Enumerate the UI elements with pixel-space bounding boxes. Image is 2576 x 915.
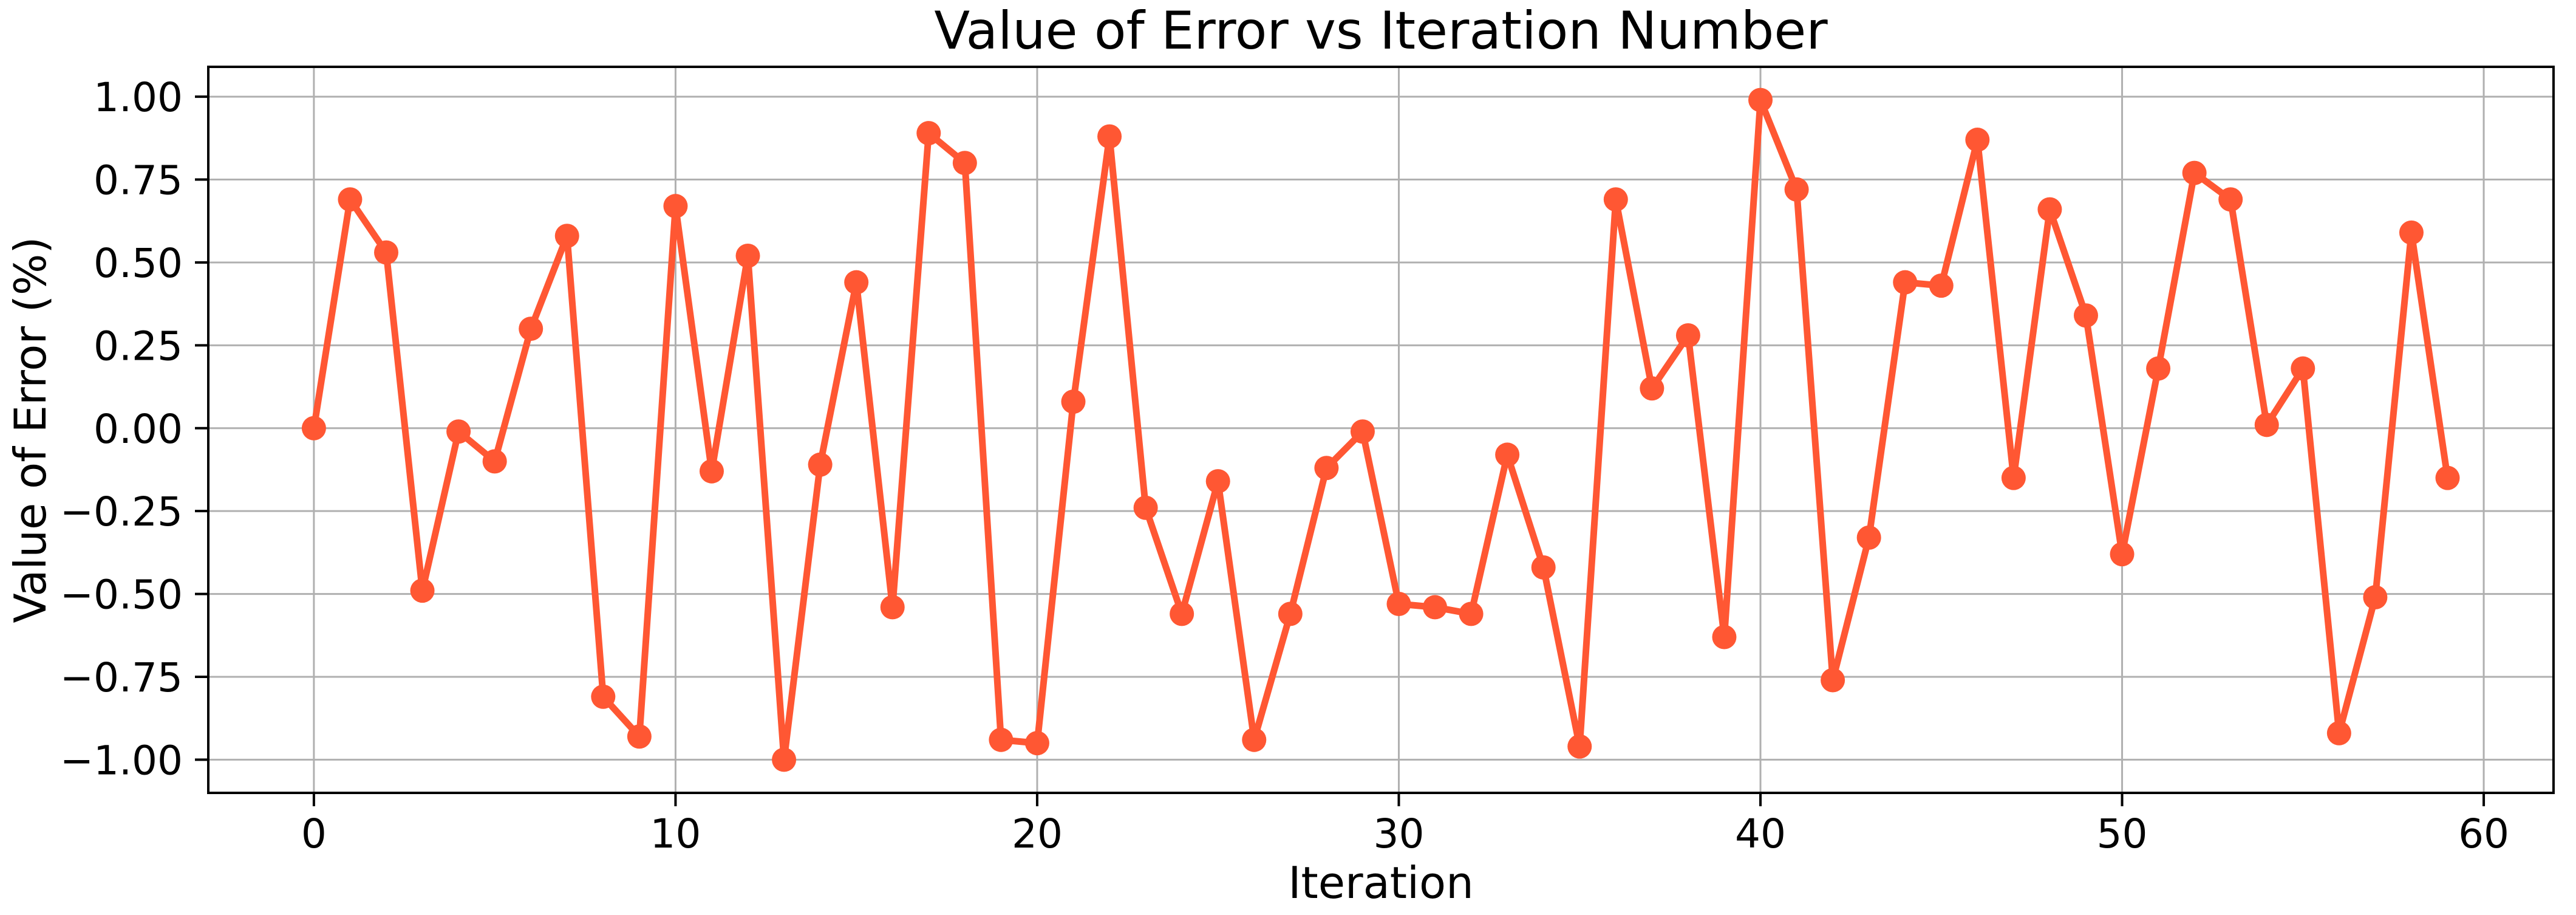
data-point-marker — [1495, 442, 1520, 467]
data-point-marker — [699, 459, 724, 484]
data-point-marker — [1205, 469, 1230, 494]
data-point-marker — [2073, 303, 2098, 328]
data-point-marker — [2399, 220, 2424, 245]
data-point-marker — [1170, 601, 1194, 626]
chart-title: Value of Error vs Iteration Number — [934, 1, 1828, 61]
data-point-marker — [772, 747, 797, 772]
data-point-marker — [1278, 601, 1303, 626]
data-point-marker — [1929, 273, 1954, 298]
data-point-marker — [1821, 668, 1845, 693]
data-point-marker — [2326, 721, 2351, 745]
axes-spines — [207, 66, 2555, 794]
data-point-marker — [1350, 419, 1375, 444]
y-tick-label: 0.75 — [94, 157, 183, 204]
data-point-marker — [1024, 731, 1049, 756]
data-point-marker — [2146, 356, 2171, 381]
y-tick-label: 0.00 — [94, 406, 183, 453]
y-tick-label: 1.00 — [94, 74, 183, 121]
data-point-marker — [301, 416, 326, 440]
data-point-marker — [1965, 128, 1990, 152]
data-point-marker — [2435, 465, 2460, 490]
data-point-marker — [989, 727, 1014, 752]
x-tick-label: 50 — [2097, 810, 2148, 857]
data-point-marker — [1567, 734, 1592, 759]
data-point-marker — [1459, 601, 1484, 626]
x-tick-label: 60 — [2458, 810, 2509, 857]
data-point-marker — [2110, 542, 2135, 567]
data-point-marker — [1784, 177, 1809, 202]
y-tick-label: −1.00 — [60, 737, 183, 784]
data-point-marker — [1242, 727, 1267, 752]
y-axis-label: Value of Error (%) — [5, 237, 56, 623]
data-point-marker — [2254, 413, 2279, 437]
data-point-marker — [627, 724, 652, 749]
data-point-marker — [1856, 525, 1881, 550]
data-point-marker — [1423, 595, 1448, 620]
data-point-marker — [1314, 456, 1339, 481]
data-point-marker — [1748, 87, 1773, 112]
data-point-marker — [519, 317, 543, 341]
data-point-marker — [2001, 465, 2026, 490]
x-axis-label: Iteration — [1288, 857, 1473, 908]
y-tick-label: −0.25 — [60, 488, 183, 535]
data-point-marker — [2037, 197, 2062, 222]
data-point-marker — [2182, 160, 2207, 185]
data-point-marker — [1133, 495, 1158, 520]
data-point-marker — [591, 684, 616, 709]
x-tick-label: 10 — [650, 810, 701, 857]
data-point-marker — [1061, 389, 1086, 414]
x-tick-label: 20 — [1012, 810, 1063, 857]
data-point-marker — [446, 419, 471, 444]
data-point-marker — [2363, 585, 2388, 610]
data-point-marker — [880, 595, 905, 620]
error-series-line — [310, 97, 2452, 763]
y-tick-label: 0.50 — [94, 240, 183, 287]
data-point-marker — [1640, 376, 1665, 401]
data-point-marker — [1097, 124, 1122, 149]
x-tick-label: 0 — [301, 810, 327, 857]
data-point-marker — [808, 452, 833, 477]
data-point-marker — [735, 244, 760, 269]
data-point-marker — [373, 240, 398, 265]
data-point-marker — [952, 151, 977, 176]
data-point-marker — [1531, 555, 1556, 580]
data-point-marker — [1893, 270, 1918, 295]
y-tick-label: −0.50 — [60, 572, 183, 619]
y-tick-label: 0.25 — [94, 323, 183, 369]
data-point-marker — [1712, 625, 1737, 649]
data-point-marker — [410, 578, 435, 603]
data-point-marker — [482, 449, 507, 474]
x-tick-label: 40 — [1735, 810, 1786, 857]
data-point-marker — [554, 224, 579, 248]
data-point-marker — [916, 121, 941, 146]
data-point-marker — [1675, 323, 1700, 348]
data-point-marker — [1386, 591, 1411, 616]
x-tick-label: 30 — [1373, 810, 1424, 857]
data-point-marker — [2218, 187, 2243, 212]
y-tick-label: −0.75 — [60, 654, 183, 701]
data-point-marker — [663, 194, 688, 219]
data-point-marker — [1603, 187, 1628, 212]
data-point-marker — [338, 187, 363, 212]
data-point-marker — [2291, 356, 2315, 381]
data-point-marker — [844, 270, 869, 295]
